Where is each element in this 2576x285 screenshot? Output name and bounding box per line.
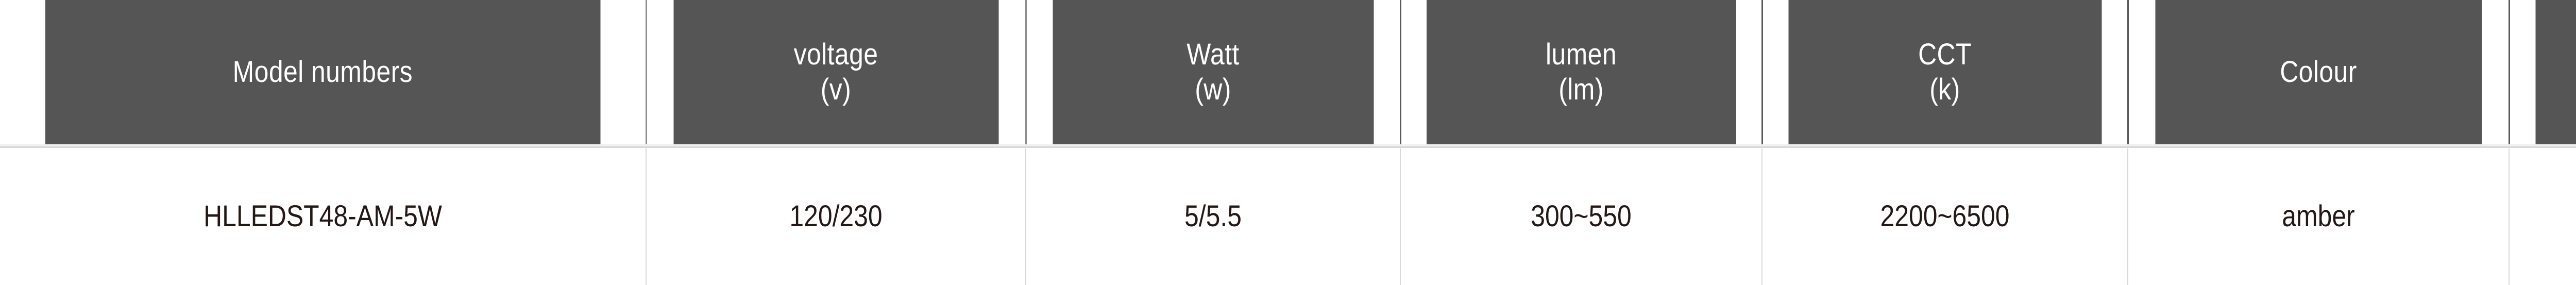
- column-header-lumen: lumen (lm): [1426, 0, 1738, 144]
- table-header: Model numbers voltage (v) Watt (w) lumen…: [45, 0, 2576, 144]
- column-header-colour-line1: Colour: [2280, 55, 2357, 89]
- column-header-voltage: voltage (v): [672, 0, 1000, 144]
- column-header-filaments-count-line1: Filaments: [2540, 37, 2576, 72]
- column-header-lumen-line1: lumen: [1545, 37, 1617, 71]
- column-header-cct: CCT (k): [1787, 0, 2103, 144]
- table-body: HLLEDST48-AM-5W 120/230 5/5.5 300~550 22…: [0, 144, 2576, 285]
- column-header-lumen-line2: (lm): [1558, 73, 1604, 106]
- separator-band: [0, 144, 2576, 148]
- column-header-model-numbers: Model numbers: [45, 0, 602, 144]
- cell-model-numbers: HLLEDST48-AM-5W: [45, 148, 602, 285]
- column-header-filaments-count-line2: Count: [2540, 72, 2576, 107]
- cell-cct: 2200~6500: [1787, 148, 2103, 285]
- column-header-colour: Colour: [2154, 0, 2483, 144]
- column-header-voltage-line2: (v): [820, 73, 852, 106]
- column-header-watt-line2: (w): [1195, 73, 1231, 106]
- cell-watt: 5/5.5: [1052, 148, 1375, 285]
- cell-voltage: 120/230: [672, 148, 1000, 285]
- column-header-filaments-count: Filaments Count: [2534, 0, 2576, 144]
- header-body-separator: [0, 144, 2576, 148]
- column-header-cct-line2: (k): [1929, 73, 1960, 106]
- column-header-watt: Watt (w): [1052, 0, 1375, 144]
- table-row: HLLEDST48-AM-5W 120/230 5/5.5 300~550 22…: [0, 148, 2576, 285]
- header-row: Model numbers voltage (v) Watt (w) lumen…: [45, 0, 2576, 144]
- cell-lumen: 300~550: [1426, 148, 1737, 285]
- column-header-model-numbers-line1: Model numbers: [232, 55, 413, 89]
- cell-filaments-count: 4: [2534, 148, 2576, 285]
- cell-colour: amber: [2154, 148, 2483, 285]
- column-header-cct-line1: CCT: [1918, 37, 1972, 71]
- column-header-watt-line1: Watt: [1187, 37, 1240, 71]
- column-header-voltage-line1: voltage: [793, 37, 878, 71]
